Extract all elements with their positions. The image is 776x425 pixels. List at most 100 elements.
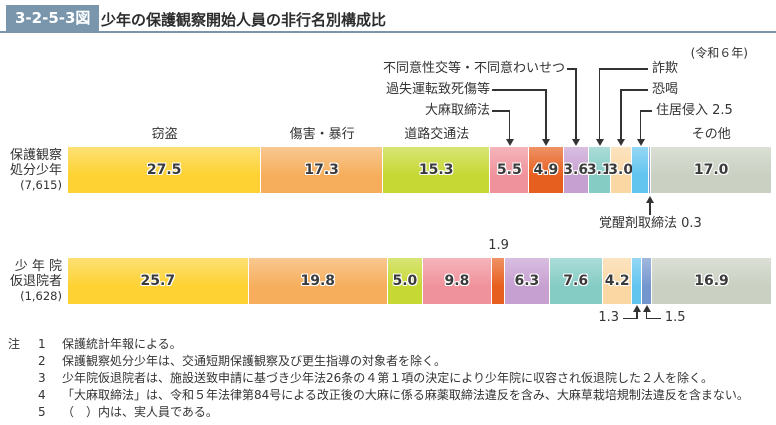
bar1-value-nonconsensual-sexual-offense: 3.6 <box>563 162 589 178</box>
bar1-value-road-traffic-act: 15.3 <box>418 162 454 178</box>
bar2-value-stimulants-control-act: 1.5 <box>664 310 686 325</box>
bar2-segment-stimulants-control-act <box>641 258 653 304</box>
label-other: その他 <box>691 127 731 142</box>
arrow-down-negligent-driving-causing-death-injury <box>542 139 551 146</box>
arrow-down-fraud <box>595 139 604 146</box>
arrow-down-trespass <box>636 139 645 146</box>
bar2-value-cannabis-control-act: 9.8 <box>444 273 470 289</box>
year-label: (令和６年) <box>690 46 748 60</box>
bar2-segment-theft: 25.7 <box>68 258 249 304</box>
note-text: 保護観察処分少年は、交通短期保護観察及び更生指導の対象者を除く。 <box>62 354 447 368</box>
bar1-value-cannabis-control-act: 5.5 <box>496 162 522 178</box>
note-heading <box>8 353 38 370</box>
note-text: 「大麻取締法」は、令和５年法律第84号による改正後の大麻に係る麻薬取締法違反を含… <box>62 388 749 402</box>
note-item: 2 保護観察処分少年は、交通短期保護観察及び更生指導の対象者を除く。 <box>8 353 772 370</box>
bar1-segment-other: 17.0 <box>651 147 771 193</box>
arrow-up-trespass <box>633 305 642 312</box>
leader-line-trespass <box>640 110 652 112</box>
label-cannabis-control-act: 大麻取締法 <box>424 103 490 118</box>
row-count: (7,615) <box>20 178 62 192</box>
note-text: 保護統計年報による。 <box>62 337 182 351</box>
leader-drop-fraud <box>598 68 601 139</box>
leader-drop-stimulants-control-act <box>645 311 648 319</box>
leader-line-extortion <box>621 89 648 91</box>
note-heading: 注 <box>8 337 21 351</box>
bar1-segment-fraud: 3.1 <box>587 147 612 193</box>
header-rule <box>0 31 776 33</box>
bar1-segment-road-traffic-act: 15.3 <box>382 147 491 193</box>
bar2-segment-nonconsensual-sexual-offense: 6.3 <box>505 258 550 304</box>
bar2-segment-injury-assault: 19.8 <box>248 258 388 304</box>
leader-line-fraud <box>599 68 648 70</box>
note-number: 4 <box>38 388 46 402</box>
figure-number-badge: 3-2-5-3図 <box>6 5 100 31</box>
label-extortion: 恐喝 <box>652 82 679 97</box>
stacked-bar-shonenin: 25.7 19.8 5.0 9.8 6.3 7.6 4.2 16.9 <box>68 258 771 304</box>
note-text: 少年院仮退院者は、施設送致申請に基づき少年法26条の４第１項の決定により少年院に… <box>62 371 714 385</box>
leader-line-cannabis-control-act <box>492 110 510 112</box>
note-heading <box>8 370 38 387</box>
bar2-value-negligent-driving-causing-death-injury: 1.9 <box>488 238 509 253</box>
row-count: (1,628) <box>20 289 62 303</box>
note-item: 4 「大麻取締法」は、令和５年法律第84号による改正後の大麻に係る麻薬取締法違反… <box>8 387 772 404</box>
bar2-segment-negligent-driving-causing-death-injury <box>491 258 506 304</box>
arrow-down-extortion <box>617 139 626 146</box>
arrow-up-stimulants-control-act <box>646 196 655 203</box>
bar2-value-injury-assault: 19.8 <box>300 273 336 289</box>
leader-line-stimulants-control-act <box>646 317 661 319</box>
label-trespass: 住居侵入 2.5 <box>656 103 733 118</box>
label-road-traffic-act: 道路交通法 <box>404 127 470 142</box>
row-label-line: 少 年 院 <box>14 259 62 274</box>
bar1-segment-stimulants-control-act <box>649 147 652 193</box>
arrow-up-stimulants-control-act <box>642 305 651 312</box>
row-label-line: 保護観察 <box>9 148 62 163</box>
bar2-value-road-traffic-act: 5.0 <box>392 273 418 289</box>
bar1-segment-nonconsensual-sexual-offense: 3.6 <box>563 147 589 193</box>
label-fraud: 詐欺 <box>652 61 679 76</box>
bar2-value-nonconsensual-sexual-offense: 6.3 <box>514 273 540 289</box>
bar1-segment-extortion: 3.0 <box>608 147 634 193</box>
note-item: 3 少年院仮退院者は、施設送致申請に基づき少年法26条の４第１項の決定により少年… <box>8 370 772 387</box>
leader-drop-cannabis-control-act <box>508 110 511 139</box>
bar2-value-theft: 25.7 <box>140 273 176 289</box>
bar1-value-other: 17.0 <box>693 162 729 178</box>
leader-drop-nonconsensual-sexual-offense <box>575 68 577 139</box>
note-heading <box>8 387 38 404</box>
bar1-value-theft: 27.5 <box>146 162 182 178</box>
label-negligent-driving-causing-death-injury: 過失運転致死傷等 <box>385 82 490 97</box>
note-heading <box>8 404 38 421</box>
label-stimulants-control-act: 覚醒剤取締法 0.3 <box>599 216 702 231</box>
note-number: 2 <box>38 354 46 368</box>
row-label-hogokansatsu-shobun-shonen: 保護観察 処分少年 (7,615) <box>0 148 62 193</box>
note-text: （ ）内は、実人員である。 <box>62 405 218 419</box>
bar1-segment-theft: 27.5 <box>68 147 262 193</box>
bar2-value-trespass: 1.3 <box>598 310 620 325</box>
bar2-segment-extortion: 4.2 <box>602 258 633 304</box>
bar1-value-injury-assault: 17.3 <box>304 162 339 178</box>
note-number: 5 <box>38 405 46 419</box>
bar2-segment-trespass <box>632 258 642 304</box>
notes-block: 注 1 保護統計年報による。 2 保護観察処分少年は、交通短期保護観察及び更生指… <box>8 336 772 421</box>
leader-line-stimulants-control-act <box>649 202 651 215</box>
bar2-segment-cannabis-control-act: 9.8 <box>422 258 492 304</box>
mid-annotation-layer: 覚醒剤取締法 0.3 1.9 <box>68 193 771 258</box>
leader-line-nonconsensual-sexual-offense <box>567 68 577 70</box>
bar1-segment-negligent-driving-causing-death-injury: 4.9 <box>529 147 564 193</box>
figure-title: 少年の保護観察開始人員の非行名別構成比 <box>101 11 387 29</box>
bar1-segment-injury-assault: 17.3 <box>261 147 383 193</box>
row-label-shonenin-karitaiinsha: 少 年 院 仮退院者 (1,628) <box>0 259 62 304</box>
arrow-down-cannabis-control-act <box>505 139 514 146</box>
category-labels-layer: 窃盗 傷害・暴行 道路交通法 その他 不同意性交等・不同意わいせつ 過失運転致死傷等 大麻取… <box>68 60 771 147</box>
label-nonconsensual-sexual-offense: 不同意性交等・不同意わいせつ <box>382 61 565 76</box>
stacked-bar-hogokansatsu: 27.5 17.3 15.3 5.5 4.9 3.6 3.1 3.0 17.0 <box>68 147 771 193</box>
leader-drop-trespass <box>639 110 642 139</box>
bar2-segment-other: 16.9 <box>652 258 771 304</box>
row-label-line: 処分少年 <box>9 163 62 178</box>
bar1-value-extortion: 3.0 <box>608 162 634 178</box>
leader-drop-trespass <box>636 311 638 319</box>
leader-line-trespass <box>623 317 638 319</box>
leader-drop-negligent-driving-causing-death-injury <box>545 89 547 139</box>
note-number: 3 <box>38 371 46 385</box>
arrow-down-nonconsensual-sexual-offense <box>572 139 581 146</box>
bar2-segment-road-traffic-act: 5.0 <box>387 258 423 304</box>
